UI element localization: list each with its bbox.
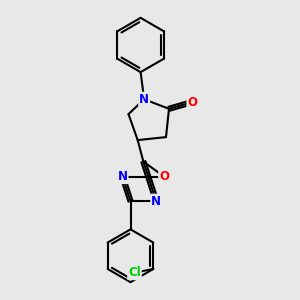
Text: O: O	[159, 170, 169, 183]
Text: N: N	[151, 195, 161, 208]
Text: N: N	[118, 170, 128, 183]
Text: Cl: Cl	[128, 266, 141, 279]
Text: O: O	[187, 95, 197, 109]
Text: N: N	[139, 93, 149, 106]
